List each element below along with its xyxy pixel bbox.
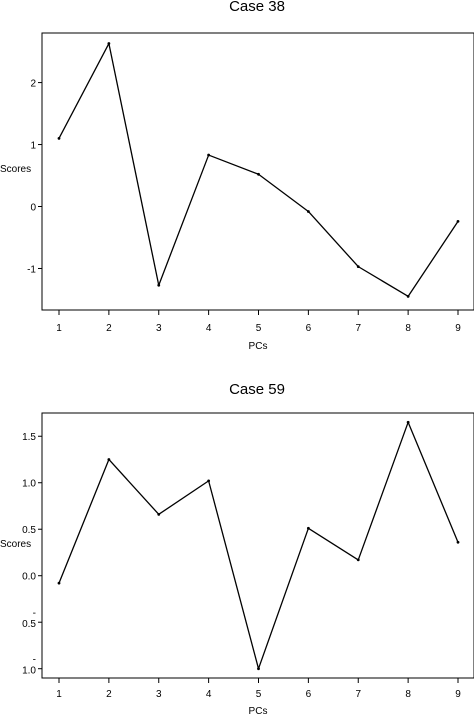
chart-1-series [57, 42, 460, 298]
data-point [456, 219, 460, 223]
data-point [356, 558, 360, 562]
series-line-segment [108, 459, 160, 515]
chart-1-y-axis-label: Scores [0, 164, 31, 175]
chart-2-y-axis-label: Scores [0, 539, 31, 550]
x-tick-label: 8 [405, 323, 411, 334]
x-tick-label: 1 [56, 323, 62, 334]
x-tick-label: 8 [405, 689, 411, 700]
chart-2-x-ticks: 1 2 3 4 5 6 7 8 9 [56, 678, 461, 700]
chart-1-y-ticks: 2 1 0 -1 [27, 79, 42, 275]
data-point [207, 153, 211, 157]
data-point [107, 42, 111, 45]
chart-2-y-ticks: 1.5 1.0 0.5 0.0 -0.5 -1.0 [22, 432, 42, 677]
x-tick-label: 3 [156, 689, 162, 700]
y-tick-label: 1.5 [22, 432, 36, 443]
data-point [356, 265, 360, 269]
series-line-segment [207, 480, 260, 669]
y-tick-label: -1 [27, 264, 36, 275]
x-tick-label: 7 [355, 689, 361, 700]
x-tick-label: 9 [455, 689, 461, 700]
chart-2: Case 59 1.5 1.0 0.5 0.0 -0.5 -1.0 1 2 3 4 5 6 7 8 9 S… [0, 381, 474, 715]
data-point [157, 283, 161, 287]
y-tick-label: 1.0 [22, 479, 36, 490]
x-tick-label: 3 [156, 323, 162, 334]
x-tick-label: 6 [306, 323, 312, 334]
series-line-segment [407, 422, 459, 543]
data-point [406, 420, 410, 424]
x-tick-label: 2 [106, 323, 112, 334]
x-tick-label: 4 [206, 323, 212, 334]
x-tick-label: 7 [355, 323, 361, 334]
series-line-segment [58, 459, 110, 584]
data-point [257, 667, 260, 671]
data-point [157, 512, 161, 516]
x-tick-label: 9 [455, 323, 461, 334]
data-point [207, 479, 211, 483]
series-line-segment [357, 422, 409, 561]
y-tick-label: -1.0 [22, 655, 36, 677]
chart-1-plot-frame [41, 32, 474, 311]
y-tick-label: 0.5 [22, 525, 36, 536]
data-point [456, 540, 460, 544]
y-tick-label: 1 [30, 141, 36, 152]
x-tick-label: 4 [206, 689, 212, 700]
x-tick-label: 5 [256, 689, 262, 700]
series-line-segment [158, 154, 210, 286]
chart-1: Case 38 2 1 0 -1 1 2 3 4 5 6 7 8 9 Scores PCs [0, 0, 474, 352]
data-point [306, 210, 310, 213]
series-line-segment [258, 173, 309, 212]
chart-2-plot-frame [41, 412, 474, 679]
x-tick-label: 6 [306, 689, 312, 700]
x-tick-label: 2 [106, 689, 112, 700]
y-tick-label: -0.5 [22, 608, 36, 630]
data-point [107, 458, 111, 461]
data-point [306, 526, 310, 530]
series-line-segment [308, 527, 359, 561]
x-tick-label: 5 [256, 323, 262, 334]
chart-2-series [57, 420, 460, 671]
data-point [257, 172, 260, 176]
chart-2-x-axis-label: PCs [249, 706, 268, 715]
series-line-segment [357, 266, 409, 297]
data-point [406, 294, 410, 298]
series-line-segment [108, 43, 160, 286]
data-point [57, 581, 61, 585]
x-tick-label: 1 [56, 689, 62, 700]
series-line-segment [208, 154, 259, 175]
series-line-segment [407, 221, 459, 297]
chart-1-x-axis-label: PCs [249, 341, 268, 352]
series-line-segment [58, 43, 110, 139]
y-tick-label: 2 [30, 79, 36, 90]
chart-2-title: Case 59 [229, 381, 285, 398]
y-tick-label: 0 [30, 203, 36, 214]
chart-1-title: Case 38 [229, 0, 285, 15]
data-point [57, 136, 61, 140]
series-line-segment [158, 480, 209, 515]
series-line-segment [307, 211, 359, 268]
series-line-segment [257, 528, 309, 669]
chart-1-x-ticks: 1 2 3 4 5 6 7 8 9 [56, 310, 461, 334]
y-tick-label: 0.0 [22, 572, 36, 583]
